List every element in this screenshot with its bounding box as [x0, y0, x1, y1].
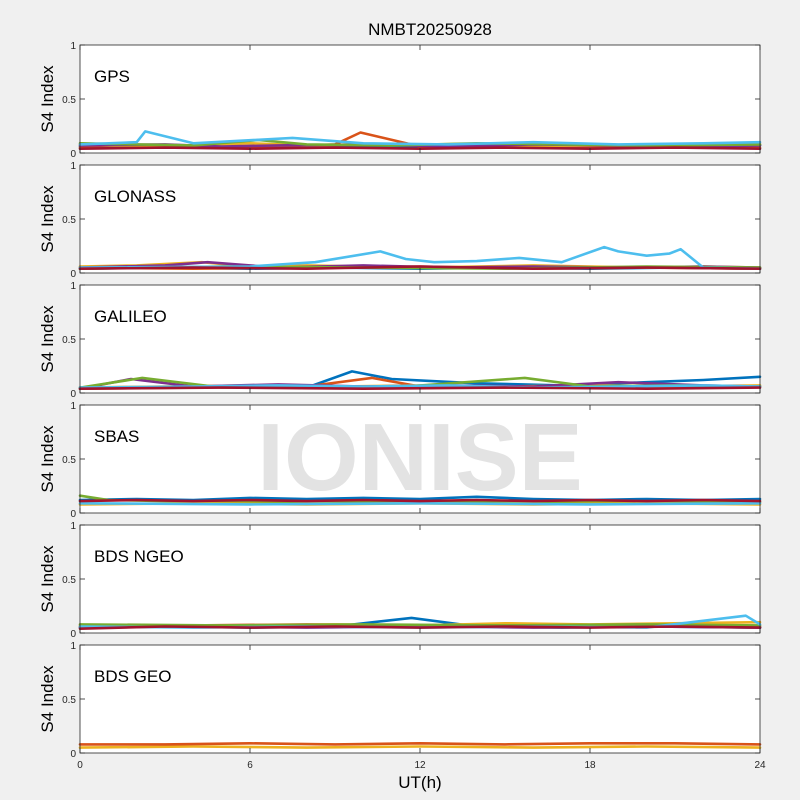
panel-bds-ngeo: 0 0.5 1 S4 Index BDS NGEO — [38, 521, 762, 640]
y-axis-label: S4 Index — [38, 65, 57, 133]
y-axis-label: S4 Index — [38, 305, 57, 373]
panel-glonass: 0 0.5 1 S4 Index GLONASS — [38, 161, 762, 280]
y-axis-label: S4 Index — [38, 425, 57, 493]
panel-gps: 0 0.5 1 S4 Index GPS — [38, 41, 762, 160]
panel-bds-geo: 0 0.5 1 S4 Index BDS GEO — [38, 641, 762, 760]
x-tick-label: 24 — [754, 760, 766, 771]
x-tick-label: 12 — [414, 760, 426, 771]
y-tick-label: 0 — [70, 389, 76, 400]
plot-area — [80, 45, 760, 153]
y-tick-label: 1 — [70, 161, 76, 172]
y-tick-label: 0.5 — [62, 335, 76, 346]
panels-group: 0 0.5 1 S4 Index GPS 0 0.5 1 S4 Index GLONASS 0 0.5… — [38, 41, 762, 760]
panel-label: GPS — [94, 67, 130, 86]
plot-area — [80, 645, 760, 753]
y-tick-label: 1 — [70, 641, 76, 652]
x-tick-label: 18 — [584, 760, 596, 771]
y-tick-label: 0.5 — [62, 455, 76, 466]
y-tick-label: 0 — [70, 509, 76, 520]
y-tick-label: 0.5 — [62, 215, 76, 226]
plot-area — [80, 165, 760, 273]
y-axis-label: S4 Index — [38, 665, 57, 733]
x-tick-labels: 0 6 12 18 24 — [77, 760, 766, 771]
y-tick-label: 1 — [70, 281, 76, 292]
series-line — [78, 265, 762, 270]
y-tick-label: 1 — [70, 41, 76, 52]
series-line — [78, 502, 762, 506]
panel-label: BDS NGEO — [94, 547, 184, 566]
panel-label: BDS GEO — [94, 667, 171, 686]
plot-area — [80, 285, 760, 393]
y-tick-label: 0.5 — [62, 95, 76, 106]
figure-title: NMBT20250928 — [368, 20, 492, 39]
series-line — [78, 384, 762, 389]
watermark: IONISE — [257, 404, 582, 511]
x-tick-label: 6 — [247, 760, 253, 771]
y-tick-label: 0 — [70, 629, 76, 640]
y-tick-label: 0.5 — [62, 575, 76, 586]
series-line — [78, 625, 762, 630]
plot-area — [80, 405, 760, 513]
plot-area — [80, 525, 760, 633]
y-tick-label: 0 — [70, 749, 76, 760]
panel-sbas: 0 0.5 1 S4 Index SBAS — [38, 401, 762, 520]
y-tick-label: 1 — [70, 401, 76, 412]
panel-label: GLONASS — [94, 187, 176, 206]
panel-label: SBAS — [94, 427, 139, 446]
series-line — [78, 745, 762, 749]
series-line — [78, 386, 762, 390]
y-tick-label: 1 — [70, 521, 76, 532]
series-line — [78, 245, 762, 270]
series-line — [78, 742, 762, 746]
x-tick-label: 0 — [77, 760, 83, 771]
series-line — [78, 130, 762, 146]
y-axis-label: S4 Index — [38, 545, 57, 613]
y-tick-label: 0.5 — [62, 695, 76, 706]
panel-galileo: 0 0.5 1 S4 Index GALILEO — [38, 281, 762, 400]
y-tick-label: 0 — [70, 269, 76, 280]
y-tick-label: 0 — [70, 149, 76, 160]
panel-label: GALILEO — [94, 307, 167, 326]
y-axis-label: S4 Index — [38, 185, 57, 253]
x-axis-label: UT(h) — [398, 773, 441, 792]
series-line — [78, 498, 762, 503]
